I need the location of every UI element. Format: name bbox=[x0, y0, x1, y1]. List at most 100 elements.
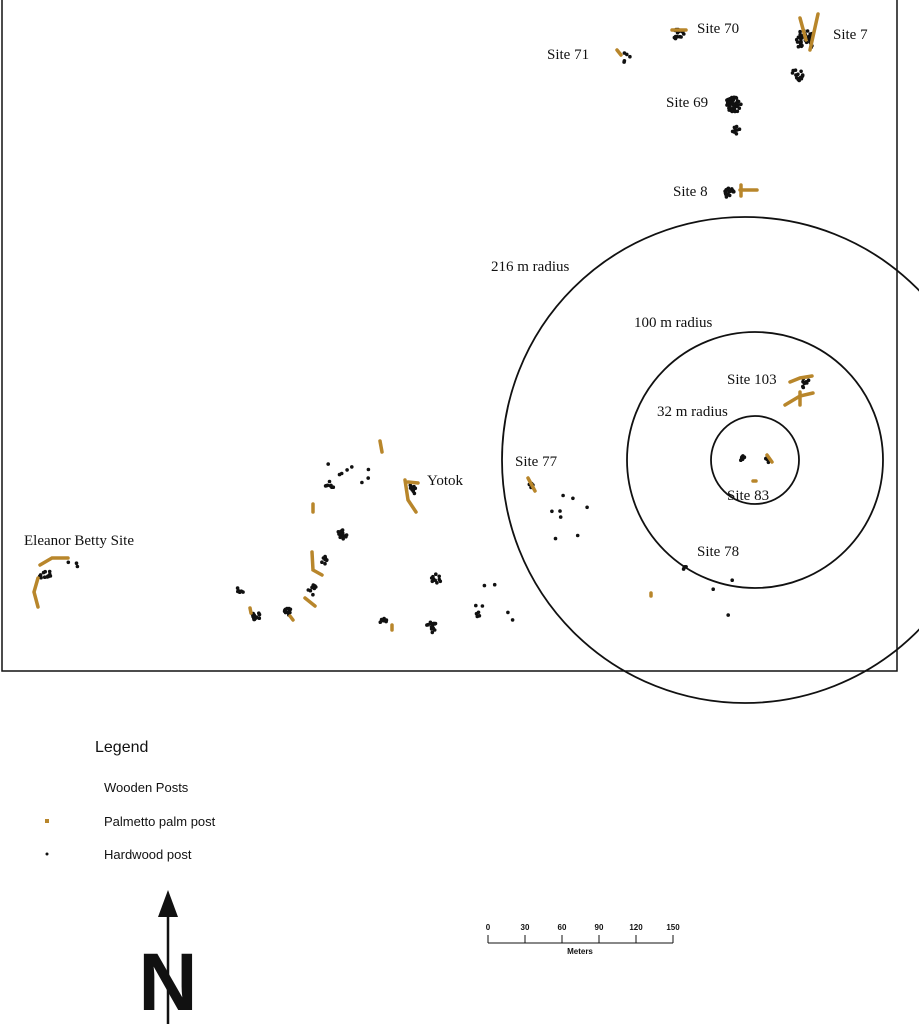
hardwood-post bbox=[43, 569, 47, 574]
scale-tick-label: 120 bbox=[629, 923, 643, 932]
hardwood-post bbox=[793, 68, 798, 72]
legend-item: Hardwood post bbox=[104, 847, 192, 862]
hardwood-post bbox=[678, 34, 682, 39]
hardwood-post bbox=[75, 564, 80, 569]
hardwood-post bbox=[350, 465, 354, 469]
hardwood-post bbox=[732, 125, 737, 130]
hardwood-post bbox=[475, 614, 480, 619]
hardwood-post bbox=[728, 97, 732, 101]
hardwood-post bbox=[802, 381, 807, 386]
hardwood-post bbox=[553, 536, 558, 541]
hardwood-post bbox=[360, 480, 364, 485]
hardwood-post bbox=[257, 616, 262, 620]
hardwood-post bbox=[239, 589, 244, 593]
site-label: Site 69 bbox=[666, 95, 708, 111]
scale-bar: Meters 0 30 60 90 120 150 bbox=[486, 923, 680, 956]
hardwood-post bbox=[550, 509, 554, 514]
hardwood-post bbox=[796, 72, 800, 77]
hardwood-post bbox=[628, 54, 632, 59]
hardwood-post bbox=[323, 554, 327, 559]
hardwood-post bbox=[39, 575, 43, 580]
hardwood-post bbox=[571, 496, 575, 501]
hardwood-post bbox=[725, 192, 730, 197]
hardwood-post bbox=[320, 560, 324, 564]
radius-circle bbox=[626, 331, 884, 589]
hardwood-post bbox=[323, 561, 327, 566]
hardwood-post bbox=[735, 109, 740, 114]
scale-tick-label: 0 bbox=[486, 923, 491, 932]
hardwood-post bbox=[726, 101, 730, 105]
hardwood-post bbox=[732, 130, 737, 134]
hardwood-post bbox=[730, 109, 734, 114]
hardwood-post bbox=[411, 487, 416, 492]
hardwood-post bbox=[575, 533, 580, 538]
radius-circle bbox=[710, 415, 800, 505]
hardwood-post bbox=[730, 578, 734, 582]
hardwood-post bbox=[408, 483, 413, 488]
hardwood-post bbox=[482, 583, 487, 588]
site-label: Site 71 bbox=[547, 47, 589, 63]
north-label: N bbox=[138, 937, 197, 1024]
legend-item: Palmetto palm post bbox=[104, 814, 216, 829]
radius-circle bbox=[501, 216, 919, 704]
scale-tick-label: 150 bbox=[666, 923, 680, 932]
hardwood-post bbox=[42, 575, 47, 579]
hardwood-post bbox=[384, 619, 388, 624]
hardwood-post bbox=[737, 127, 742, 131]
site-label: Site 7 bbox=[833, 27, 868, 43]
map-frame bbox=[1, 0, 898, 672]
site-labels: Site 70 Site 7 Site 71 Site 69 Site 8 Si… bbox=[24, 21, 868, 560]
site-label: Site 83 bbox=[727, 488, 769, 504]
site-label: Site 77 bbox=[515, 454, 558, 470]
scale-tick-label: 90 bbox=[595, 923, 604, 932]
hardwood-post bbox=[338, 535, 343, 540]
hardwood-post bbox=[312, 586, 317, 591]
hardwood-post bbox=[558, 509, 562, 513]
site-label: Site 103 bbox=[727, 372, 777, 388]
hardwood-post bbox=[257, 611, 261, 615]
site-label: Yotok bbox=[427, 473, 463, 489]
hardwood-post bbox=[429, 576, 434, 580]
hardwood-post bbox=[726, 613, 730, 617]
hardwood-post bbox=[510, 618, 515, 622]
hardwood-post bbox=[798, 29, 802, 34]
site-label: Site 70 bbox=[697, 21, 739, 37]
site-label: Site 8 bbox=[673, 184, 708, 200]
hardwood-post bbox=[288, 607, 293, 612]
hardwood-post bbox=[742, 455, 746, 460]
hardwood-post bbox=[480, 604, 485, 608]
hardwood-post bbox=[251, 614, 255, 619]
hardwood-post bbox=[339, 471, 344, 476]
site-label: Eleanor Betty Site bbox=[24, 533, 134, 549]
hardwood-post bbox=[805, 29, 810, 33]
hardwood-post bbox=[344, 533, 349, 537]
hardwood-post bbox=[711, 587, 715, 591]
hardwood-post bbox=[506, 610, 510, 615]
hardwood-post bbox=[235, 586, 240, 590]
hardwood-post bbox=[625, 52, 629, 57]
hardwood-post bbox=[324, 558, 329, 563]
hardwood-post bbox=[790, 71, 795, 75]
hardwood-post bbox=[727, 106, 731, 110]
hardwood-post bbox=[323, 484, 328, 488]
hardwood-post bbox=[426, 622, 431, 627]
hardwood-post bbox=[366, 467, 371, 472]
hardwood-post bbox=[438, 579, 443, 584]
scale-tick-label: 30 bbox=[521, 923, 530, 932]
hardwood-post bbox=[474, 603, 478, 608]
hardwood-post bbox=[739, 102, 743, 107]
hardwood-post bbox=[428, 620, 433, 625]
hardwood-post bbox=[284, 610, 288, 614]
hardwood-post bbox=[796, 44, 801, 49]
hardwood-post bbox=[806, 34, 811, 39]
legend-title: Legend bbox=[95, 739, 148, 756]
hardwood-post bbox=[340, 532, 345, 536]
hardwood-post bbox=[254, 615, 259, 619]
hardwood-post bbox=[379, 617, 384, 622]
north-arrow: N bbox=[138, 890, 198, 1024]
hardwood-post bbox=[311, 592, 315, 597]
hardwood-post bbox=[732, 105, 736, 109]
radius-label: 100 m radius bbox=[634, 315, 712, 331]
hardwood-post bbox=[74, 561, 79, 565]
hardwood-post bbox=[800, 43, 804, 48]
